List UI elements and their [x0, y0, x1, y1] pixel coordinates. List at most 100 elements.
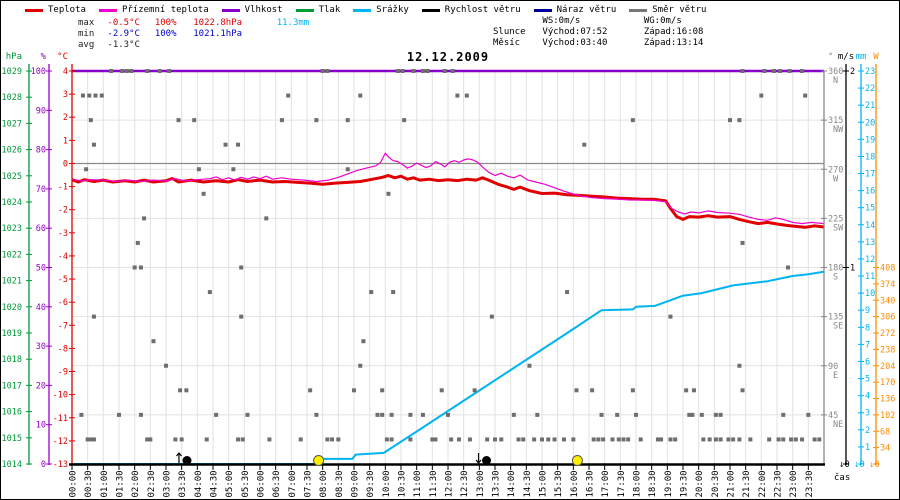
- wind-direction-dot: [135, 240, 140, 245]
- legend-swatch: [221, 8, 240, 12]
- wind-direction-dot: [400, 69, 405, 73]
- legend-swatch: [533, 8, 552, 12]
- axis-tick-label: -5: [58, 275, 68, 285]
- wind-direction-dot: [527, 363, 532, 368]
- legend: Teplota Přízemní teplota Vlhkost Tlak Srážky…: [25, 5, 706, 15]
- time-label: 11:30: [429, 470, 439, 497]
- time-label: 13:00: [476, 470, 486, 497]
- wind-direction-dot: [408, 437, 413, 442]
- time-label: 09:30: [366, 470, 376, 497]
- legend-item-7: Směr větru: [629, 5, 706, 15]
- axis-tick-label: 80: [36, 146, 46, 156]
- axis-tick-label: 40: [36, 303, 46, 313]
- time-label: 00:00: [69, 470, 79, 497]
- legend-label: Náraz větru: [556, 5, 617, 15]
- stats-avg-label: avg: [78, 40, 95, 50]
- legend-label: Rychlost větru: [444, 5, 521, 15]
- legend-swatch: [25, 8, 43, 12]
- moon-label: Měsíc: [493, 38, 521, 48]
- wind-direction-dot: [668, 437, 673, 442]
- wind-direction-dot: [425, 69, 430, 73]
- axis-tick-label: -11: [53, 414, 68, 424]
- axis-header: hPa: [6, 52, 22, 62]
- wind-direction-dot: [610, 437, 615, 442]
- wind-direction-dot: [800, 437, 805, 442]
- axis-tick-label: 4: [63, 67, 68, 77]
- axis-tick-label: -9: [58, 368, 68, 378]
- axis-tick-label: 136: [880, 395, 895, 405]
- wind-direction-dots: [79, 69, 822, 442]
- axis-header: W: [873, 52, 879, 62]
- axis-tick-label: -7: [58, 321, 68, 331]
- wind-direction-dot: [391, 290, 396, 295]
- axis-tick-label: 18: [865, 152, 875, 162]
- axis-pressure: hPa 1014 1015 1016 1017 1018 1019 1020 1021 1022 1…: [2, 52, 32, 470]
- legend-item-6: Náraz větru: [533, 5, 617, 15]
- wind-direction-dot: [361, 339, 366, 344]
- time-label: 06:00: [257, 470, 267, 497]
- axis-tick-label: 1025: [2, 172, 22, 182]
- wind-direction-dot: [778, 69, 783, 73]
- wind-direction-dot: [239, 265, 244, 270]
- axis-tick-label: 15: [865, 204, 875, 214]
- wind-direction-dot: [178, 388, 183, 393]
- stats-min-humidity: 100%: [154, 29, 177, 39]
- legend-item-2: Vlhkost: [221, 5, 283, 15]
- wind-direction-dot: [691, 388, 696, 393]
- axis-tick-label: 2: [865, 426, 870, 436]
- moonrise-time: Východ:03:40: [542, 38, 608, 48]
- wind-direction-dot: [325, 437, 330, 442]
- wind-direction-dot: [546, 437, 551, 442]
- wind-direction-dot: [726, 437, 731, 442]
- axis-tick-label: 1022: [2, 250, 22, 260]
- time-label: 23:30: [805, 470, 815, 497]
- wind-direction-dot: [781, 437, 786, 442]
- axis-tick-label: 90: [36, 106, 46, 116]
- wind-direction-dot: [148, 437, 153, 442]
- wind-direction-dot: [145, 437, 150, 442]
- axis-tick-label: 1019: [2, 329, 22, 339]
- wind-direction-dot: [464, 93, 469, 98]
- wind-direction-dot: [737, 437, 742, 442]
- axis-tick-label: 1026: [2, 146, 22, 156]
- time-label: 12:00: [445, 470, 455, 497]
- axis-tick-label: -13: [53, 460, 68, 470]
- wind-direction-dot: [88, 437, 93, 442]
- axis-tick-label: 11: [865, 272, 875, 282]
- wind-direction-dot: [345, 167, 350, 172]
- wind-direction-dot: [565, 290, 570, 295]
- wind-direction-dot: [124, 69, 129, 73]
- axis-tick-label: 1: [850, 264, 855, 274]
- axis-tick-label: 1016: [2, 408, 22, 418]
- wind-direction-dot: [99, 93, 104, 98]
- wind-direction-dot: [151, 339, 156, 344]
- wind-direction-dot: [369, 290, 374, 295]
- wind-direction-dot: [793, 437, 798, 442]
- wind-direction-dot: [380, 412, 385, 417]
- legend-swatch: [421, 8, 440, 12]
- wind-direction-dot: [701, 437, 706, 442]
- wind-direction-dot: [85, 437, 90, 442]
- wind-direction-dot: [446, 412, 450, 417]
- axis-tick-label: 23: [865, 67, 875, 77]
- time-label: 10:30: [398, 470, 408, 497]
- axis-tick-label: 408: [880, 264, 895, 274]
- axis-tick-label: 135: [828, 313, 843, 323]
- wind-direction-dot: [117, 412, 121, 417]
- wind-direction-dot: [84, 167, 89, 172]
- wind-direction-dot: [325, 69, 330, 73]
- wind-direction-dot: [91, 437, 96, 442]
- time-label: 21:00: [727, 470, 737, 497]
- stats-avg-row: avg -1.3°C: [78, 40, 309, 51]
- time-label: 06:30: [272, 470, 282, 497]
- time-label: 19:00: [664, 470, 674, 497]
- axis-tick-label: 19: [865, 135, 875, 145]
- wind-direction-dot: [489, 314, 494, 319]
- wind-direction-dot: [375, 412, 380, 417]
- wind-direction-dot: [713, 412, 718, 417]
- wind-direction-dot: [80, 93, 85, 98]
- wind-direction-dot: [164, 363, 168, 368]
- wind-direction-dot: [806, 412, 811, 417]
- time-label: 11:00: [413, 470, 423, 497]
